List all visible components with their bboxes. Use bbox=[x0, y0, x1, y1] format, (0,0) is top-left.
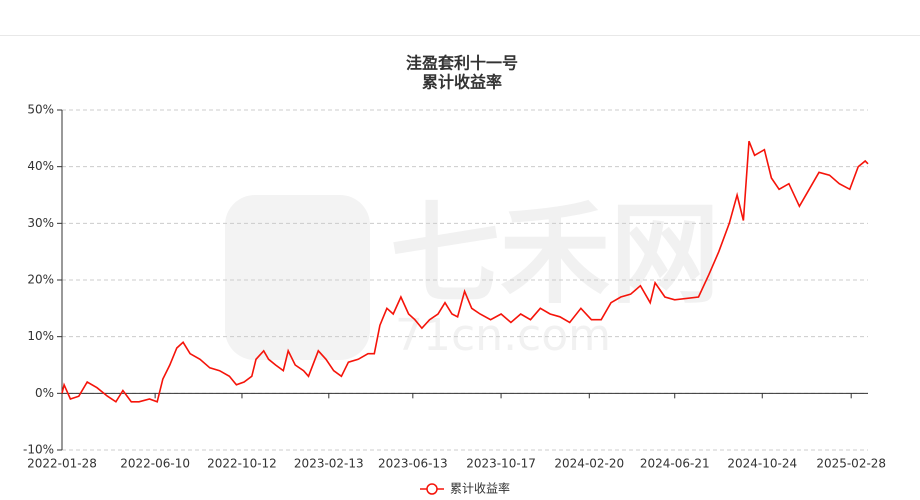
x-tick-label: 2022-10-12 bbox=[207, 457, 277, 471]
watermark-logo bbox=[225, 195, 370, 360]
x-tick-label: 2023-06-13 bbox=[378, 457, 448, 471]
y-tick-label: 20% bbox=[27, 273, 54, 287]
x-tick-label: 2023-02-13 bbox=[294, 457, 364, 471]
x-tick-label: 2025-02-28 bbox=[816, 457, 886, 471]
x-tick-label: 2024-06-21 bbox=[640, 457, 710, 471]
y-tick-label: 50% bbox=[27, 103, 54, 117]
legend-marker bbox=[426, 483, 438, 495]
x-tick-label: 2024-02-20 bbox=[554, 457, 624, 471]
line-series bbox=[61, 140, 869, 403]
chart-subtitle: 累计收益率 bbox=[422, 73, 502, 92]
x-tick-label: 2022-06-10 bbox=[120, 457, 190, 471]
y-tick-label: 30% bbox=[27, 216, 54, 230]
y-tick-label: 10% bbox=[27, 329, 54, 343]
chart-title: 洼盈套利十一号 bbox=[406, 54, 518, 73]
watermark-url: 71cn.com bbox=[395, 310, 611, 361]
x-tick-label: 2022-01-28 bbox=[27, 457, 97, 471]
y-tick-label: 40% bbox=[27, 159, 54, 173]
x-tick-label: 2024-10-24 bbox=[727, 457, 797, 471]
y-tick-label: -10% bbox=[23, 443, 54, 457]
x-tick-label: 2023-10-17 bbox=[466, 457, 536, 471]
legend-label: 累计收益率 bbox=[450, 481, 510, 496]
y-tick-label: 0% bbox=[35, 386, 54, 400]
